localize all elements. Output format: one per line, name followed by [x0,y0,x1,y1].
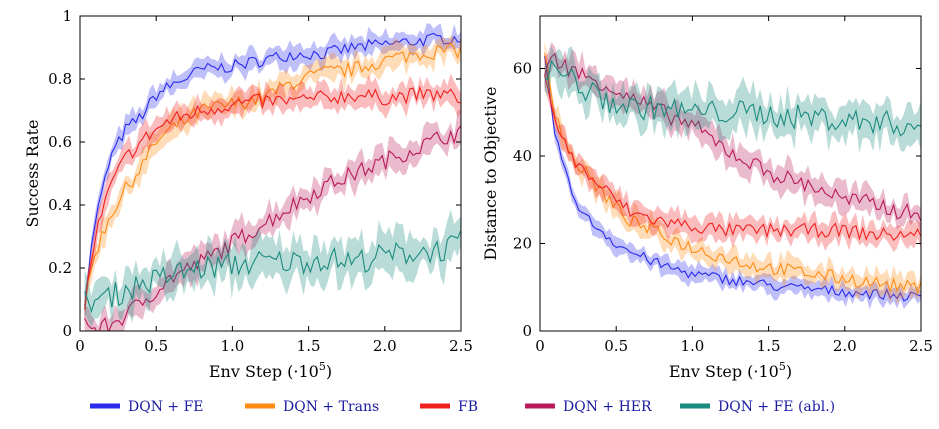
legend-label: DQN + HER [563,399,652,415]
series-band-1 [84,33,461,321]
series-line-0 [84,32,461,306]
y-tick-label: 0.8 [48,70,72,88]
series-line-3 [84,125,461,331]
series-band-3 [84,109,461,331]
x-tick-label: 0 [75,337,85,355]
distance-x-axis-label: Env Step (·105) [669,360,792,381]
legend-label: DQN + FE (abl.) [718,399,835,415]
success-rate-y-axis-label: Success Rate [23,119,42,227]
legend-label: DQN + Trans [283,399,379,415]
series-line-1 [84,42,461,310]
y-tick-label: 20 [513,235,532,253]
y-tick-label: 0.4 [48,196,72,214]
series-band-4 [544,45,921,153]
series-line-2 [544,75,921,241]
legend-label: FB [458,399,478,415]
y-tick-label: 0 [62,322,72,340]
series-band-2 [544,65,921,253]
y-tick-label: 0.6 [48,133,72,151]
series-line-2 [84,85,461,310]
series-line-0 [544,55,921,302]
series-line-3 [544,52,921,222]
x-tick-label: 1.0 [220,337,244,355]
x-tick-label: 1.5 [297,337,321,355]
success-rate-frame [79,15,462,332]
y-tick-label: 1 [62,7,72,25]
success-rate-x-axis-label: Env Step (·105) [209,360,332,381]
y-tick-label: 0.2 [48,259,72,277]
x-tick-label: 2.0 [833,337,857,355]
x-tick-label: 0 [535,337,545,355]
series-band-4 [84,209,461,329]
y-tick-label: 0 [522,322,532,340]
x-tick-label: 2.5 [449,337,473,355]
distance-panel: 0 0.5 1.0 1.5 2.0 2.5 0 20 40 60 Env Step (·105) Di… [481,15,933,381]
y-tick-label: 60 [513,60,532,78]
legend-label: DQN + FE [128,399,204,415]
series-band-3 [544,42,921,235]
x-tick-label: 2.5 [909,337,933,355]
series-line-4 [544,59,921,137]
x-tick-label: 1.0 [680,337,704,355]
y-tick-label: 40 [513,147,532,165]
series-line-1 [544,53,921,295]
x-tick-label: 2.0 [373,337,397,355]
legend: DQN + FE DQN + Trans FB DQN + HER DQN + FE (… [90,399,835,415]
x-tick-label: 0.5 [144,337,168,355]
x-tick-label: 1.5 [757,337,781,355]
success-rate-panel: 0 0.5 1.0 1.5 2.0 2.5 0 0.2 0.4 0.6 0.8 1 Env Step (… [23,7,473,381]
series-band-0 [84,23,461,319]
series-line-4 [84,230,461,314]
x-tick-label: 0.5 [604,337,628,355]
series-band-1 [544,40,921,306]
success-rate-plot-area [84,23,461,331]
distance-plot-area [544,40,921,310]
distance-y-axis-label: Distance to Objective [481,87,500,261]
distance-frame [539,15,922,332]
